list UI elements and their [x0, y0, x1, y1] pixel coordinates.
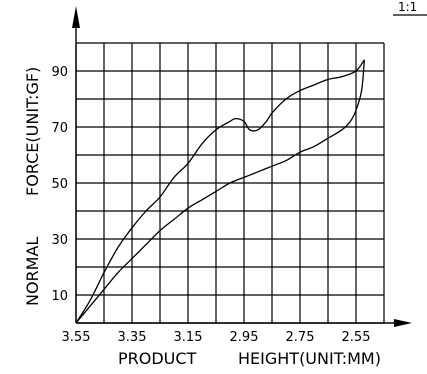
x-axis-label-height: HEIGHT(UNIT:MM): [238, 349, 381, 368]
x-tick-label: 3.35: [118, 330, 147, 345]
y-tick-label: 70: [51, 121, 68, 136]
tick-labels: 3.55 3.35 3.15 2.95 2.75 2.55 10 30 50 70 90: [51, 65, 370, 345]
x-axis-label-product: PRODUCT: [118, 349, 197, 368]
scale-label: 1:1: [398, 0, 417, 14]
y-tick-label: 10: [51, 289, 68, 304]
scale-box: 1:1: [393, 0, 427, 16]
x-tick-label: 3.55: [62, 330, 91, 345]
x-tick-label: 3.15: [174, 330, 203, 345]
series-lower-curve: [75, 59, 366, 324]
chart-axes: [72, 6, 412, 327]
y-axis-label-force: FORCE(UNIT:GF): [23, 67, 42, 196]
x-tick-label: 2.95: [230, 330, 259, 345]
x-axis-arrow: [394, 319, 412, 327]
series-upper-curve: [75, 59, 365, 324]
y-tick-label: 50: [51, 177, 68, 192]
y-axis-arrow: [72, 6, 80, 28]
y-axis-label-normal: NORMAL: [23, 237, 42, 306]
x-tick-label: 2.75: [286, 330, 315, 345]
y-tick-label: 90: [51, 65, 68, 80]
y-tick-label: 30: [51, 233, 68, 248]
chart-series: [75, 59, 366, 324]
x-tick-label: 2.55: [342, 330, 371, 345]
